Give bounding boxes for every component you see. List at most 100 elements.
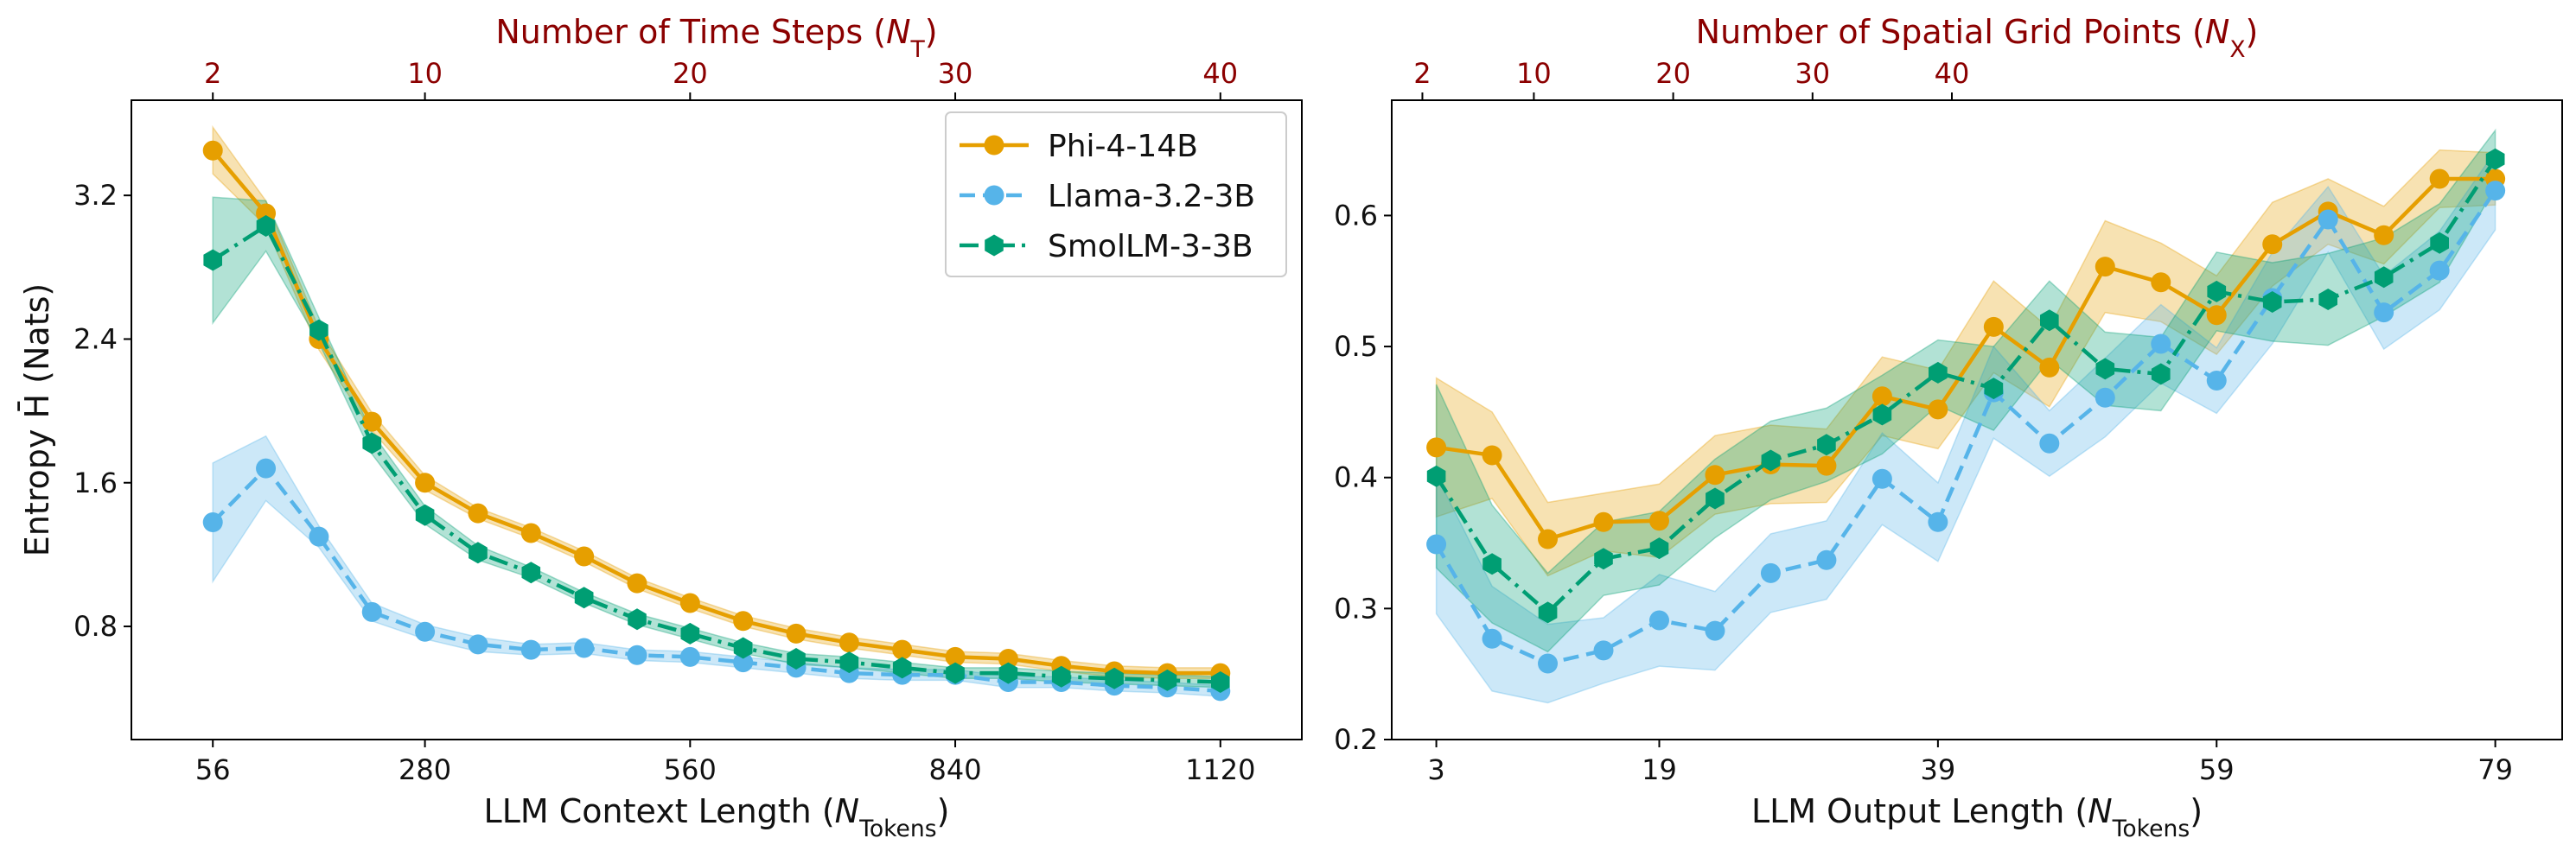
data-point-phi-4-14b (2095, 257, 2115, 277)
y-tick-label: 0.3 (1334, 592, 1378, 625)
y-tick-label: 0.4 (1334, 461, 1378, 494)
data-point-smollm-3-3b (2374, 266, 2394, 289)
data-point-smollm-3-3b (256, 215, 276, 237)
data-point-phi-4-14b (1705, 465, 1725, 486)
data-point-smollm-3-3b (1929, 361, 1948, 384)
data-point-llama-3-2-3b (1760, 562, 1781, 583)
data-point-llama-3-2-3b (202, 511, 223, 532)
data-point-phi-4-14b (838, 632, 859, 653)
x-tick-label: 39 (1921, 753, 1956, 786)
data-point-llama-3-2-3b (1482, 628, 1502, 649)
data-point-smollm-3-3b (628, 608, 647, 631)
top-tick-label: 2 (204, 57, 221, 90)
legend-marker-llama-3-2-3b (984, 185, 1004, 206)
top-axis-title: Number of Time Steps (NT) (495, 13, 937, 63)
confidence-band-phi-4-14b (1435, 149, 2496, 577)
data-point-llama-3-2-3b (468, 634, 488, 655)
data-point-llama-3-2-3b (733, 652, 754, 673)
data-point-phi-4-14b (2374, 225, 2394, 245)
data-point-smollm-3-3b (2095, 358, 2115, 380)
data-point-smollm-3-3b (2207, 280, 2227, 302)
y-tick-label: 0.2 (1334, 723, 1378, 756)
data-point-llama-3-2-3b (2151, 333, 2171, 354)
data-point-llama-3-2-3b (2318, 209, 2338, 230)
data-point-llama-3-2-3b (1593, 640, 1614, 661)
legend-marker-smollm-3-3b (985, 234, 1004, 257)
data-point-phi-4-14b (998, 648, 1018, 669)
x-tick-label: 3 (1427, 753, 1444, 786)
data-point-smollm-3-3b (1051, 665, 1071, 688)
data-point-smollm-3-3b (1211, 671, 1230, 693)
data-point-smollm-3-3b (469, 542, 488, 564)
legend-marker-phi-4-14b (984, 135, 1004, 156)
data-point-llama-3-2-3b (256, 458, 277, 479)
data-point-llama-3-2-3b (520, 639, 541, 660)
top-tick-label: 40 (1935, 57, 1970, 90)
plot-area (1426, 128, 2506, 704)
top-tick-label: 40 (1202, 57, 1238, 90)
data-point-llama-3-2-3b (1538, 653, 1559, 674)
data-point-llama-3-2-3b (1705, 620, 1725, 641)
data-point-phi-4-14b (202, 140, 223, 161)
data-point-smollm-3-3b (574, 587, 594, 609)
entropy-vs-context-length-chart: 56 280 560 840 1120 0.8 1.6 2.4 3.2 2 10 20 30 40 LLM … (18, 13, 1303, 842)
data-point-smollm-3-3b (733, 637, 753, 659)
data-point-smollm-3-3b (998, 662, 1018, 684)
data-point-smollm-3-3b (2040, 309, 2059, 332)
data-point-smollm-3-3b (1817, 434, 1836, 456)
data-point-phi-4-14b (1648, 511, 1669, 531)
data-point-llama-3-2-3b (1426, 534, 1447, 555)
data-point-smollm-3-3b (2485, 148, 2505, 170)
data-point-phi-4-14b (733, 611, 754, 632)
data-point-llama-3-2-3b (574, 638, 595, 658)
data-point-phi-4-14b (520, 523, 541, 543)
data-point-smollm-3-3b (2262, 291, 2282, 313)
data-point-phi-4-14b (415, 473, 436, 493)
data-point-smollm-3-3b (839, 651, 859, 674)
data-point-smollm-3-3b (1482, 553, 1502, 575)
data-point-phi-4-14b (1593, 511, 1614, 532)
data-point-smollm-3-3b (2430, 232, 2449, 254)
data-point-smollm-3-3b (1984, 378, 2004, 400)
data-point-phi-4-14b (1928, 399, 1948, 420)
data-point-phi-4-14b (679, 593, 700, 613)
top-tick-label: 30 (938, 57, 973, 90)
x-axis-title: LLM Output Length (NTokens) (1751, 792, 2203, 842)
y-tick-label: 0.8 (73, 610, 118, 643)
data-point-llama-3-2-3b (2095, 387, 2115, 408)
data-point-phi-4-14b (627, 573, 647, 594)
legend-box (945, 111, 1287, 277)
data-point-phi-4-14b (361, 411, 382, 432)
top-tick-label: 20 (673, 57, 708, 90)
x-tick-label: 56 (195, 753, 231, 786)
data-point-smollm-3-3b (1538, 601, 1558, 624)
data-point-phi-4-14b (2262, 234, 2283, 255)
x-tick-label: 280 (399, 753, 451, 786)
data-point-llama-3-2-3b (2206, 371, 2227, 391)
legend-label-smollm-3-3b: SmolLM-3-3B (1048, 229, 1253, 264)
top-tick-label: 2 (1413, 57, 1431, 90)
data-point-smollm-3-3b (1872, 403, 1892, 426)
y-tick-label: 0.6 (1334, 199, 1378, 232)
data-point-phi-4-14b (945, 646, 966, 667)
data-point-phi-4-14b (1482, 445, 1502, 466)
confidence-band-llama-3-2-3b (1435, 149, 2496, 704)
plot-frame (131, 99, 1303, 740)
data-point-smollm-3-3b (521, 562, 541, 584)
data-point-llama-3-2-3b (1871, 468, 1892, 489)
legend-label-phi-4-14b: Phi-4-14B (1048, 129, 1198, 164)
data-point-phi-4-14b (2039, 357, 2060, 378)
data-point-llama-3-2-3b (1928, 511, 1948, 532)
data-point-smollm-3-3b (1594, 548, 1613, 570)
data-point-phi-4-14b (786, 623, 807, 644)
y-tick-label: 0.5 (1334, 330, 1378, 363)
data-point-llama-3-2-3b (627, 645, 647, 665)
data-point-phi-4-14b (574, 546, 595, 567)
y-tick-label: 3.2 (73, 179, 118, 212)
x-tick-label: 59 (2199, 753, 2235, 786)
x-tick-label: 19 (1642, 753, 1677, 786)
y-axis-title: Entropy H̄ (Nats) (18, 283, 56, 556)
data-point-phi-4-14b (1426, 437, 1447, 458)
x-axis-title: LLM Context Length (NTokens) (484, 792, 950, 842)
